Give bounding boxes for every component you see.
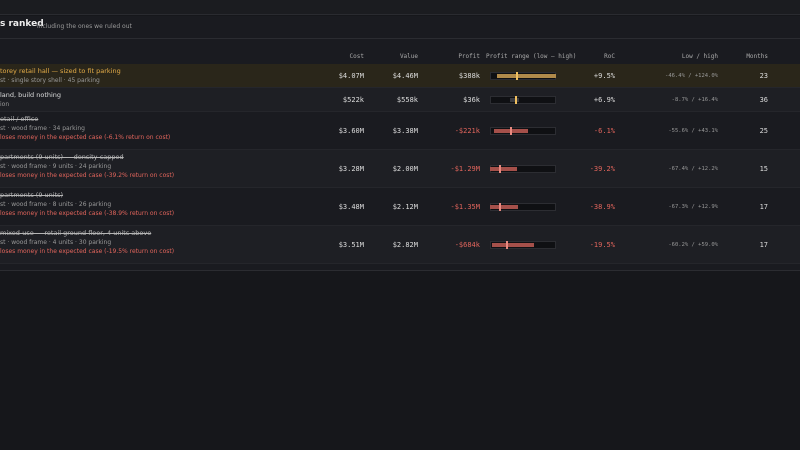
range-marker — [498, 203, 501, 211]
divider — [0, 38, 800, 39]
roc: +6.9% — [593, 95, 615, 104]
panel-title: s ranked — [0, 19, 44, 29]
range-marker — [515, 72, 518, 80]
range-track — [490, 96, 556, 104]
value: $2.12M — [392, 202, 418, 211]
row — [0, 226, 800, 264]
column-header: Low / high — [681, 53, 718, 60]
column-header: Cost — [349, 53, 364, 60]
row — [0, 188, 800, 226]
roc-range: -67.3% / +12.9% — [668, 203, 718, 210]
cost: $3.51M — [338, 240, 364, 249]
option-note: loses money in the expected case (-6.1% … — [0, 134, 171, 141]
range-bar — [497, 74, 556, 78]
option-detail: st · wood frame · 34 parking — [0, 125, 85, 132]
column-header: Profit — [458, 53, 480, 60]
option-name: partments (9 units) — [0, 191, 64, 199]
roc: -19.5% — [589, 240, 615, 249]
column-header: RoC — [604, 53, 615, 60]
range-bar — [510, 98, 519, 102]
row — [0, 112, 800, 150]
roc: -39.2% — [589, 164, 615, 173]
value: $2.00M — [392, 164, 418, 173]
option-detail: st · wood frame · 4 units · 30 parking — [0, 239, 112, 246]
range-marker — [505, 241, 508, 249]
range-marker — [514, 96, 517, 104]
option-note: loses money in the expected case (-38.9%… — [0, 210, 175, 217]
row — [0, 150, 800, 188]
profit: -$1.35M — [450, 202, 480, 211]
profit: -$221k — [454, 126, 480, 135]
roc-range: -60.2% / +59.0% — [668, 241, 718, 248]
column-header: Months — [746, 53, 768, 60]
cost: $3.28M — [338, 164, 364, 173]
panel-subtitle: including the ones we ruled out — [37, 23, 132, 30]
range-marker — [510, 127, 513, 135]
range-marker — [498, 165, 501, 173]
roc: -6.1% — [593, 126, 615, 135]
top-bar — [0, 0, 800, 15]
months: 36 — [759, 95, 768, 104]
range-bar — [490, 167, 518, 171]
cost: $522k — [342, 95, 364, 104]
roc: +9.5% — [593, 71, 615, 80]
option-name: land, build nothing — [0, 91, 62, 99]
value: $2.82M — [392, 240, 418, 249]
months: 23 — [759, 71, 768, 80]
option-name: mixed-use — retail ground floor, 4 units… — [0, 229, 152, 237]
months: 17 — [759, 240, 768, 249]
roc-range: -55.6% / +43.1% — [668, 127, 718, 134]
option-name: torey retail hall — sized to fit parking — [0, 67, 121, 75]
roc-range: -8.7% / +16.4% — [671, 96, 718, 103]
profit: $36k — [463, 95, 480, 104]
option-detail: st · wood frame · 9 units · 24 parking — [0, 163, 112, 170]
cost: $4.07M — [338, 71, 364, 80]
value: $558k — [396, 95, 418, 104]
roc-range: -67.4% / +12.2% — [668, 165, 718, 172]
roc-range: -46.4% / +124.0% — [665, 72, 718, 79]
option-detail: st · wood frame · 8 units · 26 parking — [0, 201, 112, 208]
months: 15 — [759, 164, 768, 173]
option-detail: ion — [0, 101, 10, 108]
option-note: loses money in the expected case (-39.2%… — [0, 172, 175, 179]
column-header: Value — [399, 53, 418, 60]
option-detail: st · single story shell · 45 parking — [0, 77, 100, 84]
option-name: etail / office — [0, 115, 39, 123]
option-name: partments (9 units) — density-capped — [0, 153, 124, 161]
range-bar — [490, 205, 518, 209]
row — [0, 64, 800, 88]
roc: -38.9% — [589, 202, 615, 211]
profit: -$1.29M — [450, 164, 480, 173]
value: $4.46M — [392, 71, 418, 80]
cost: $3.48M — [338, 202, 364, 211]
range-bar — [492, 243, 534, 247]
profit: $388k — [458, 71, 480, 80]
option-note: loses money in the expected case (-19.5%… — [0, 248, 175, 255]
row — [0, 88, 800, 112]
months: 25 — [759, 126, 768, 135]
column-header: Profit range (low — high) — [486, 53, 577, 60]
profit: -$684k — [454, 240, 480, 249]
months: 17 — [759, 202, 768, 211]
cost: $3.60M — [338, 126, 364, 135]
value: $3.38M — [392, 126, 418, 135]
